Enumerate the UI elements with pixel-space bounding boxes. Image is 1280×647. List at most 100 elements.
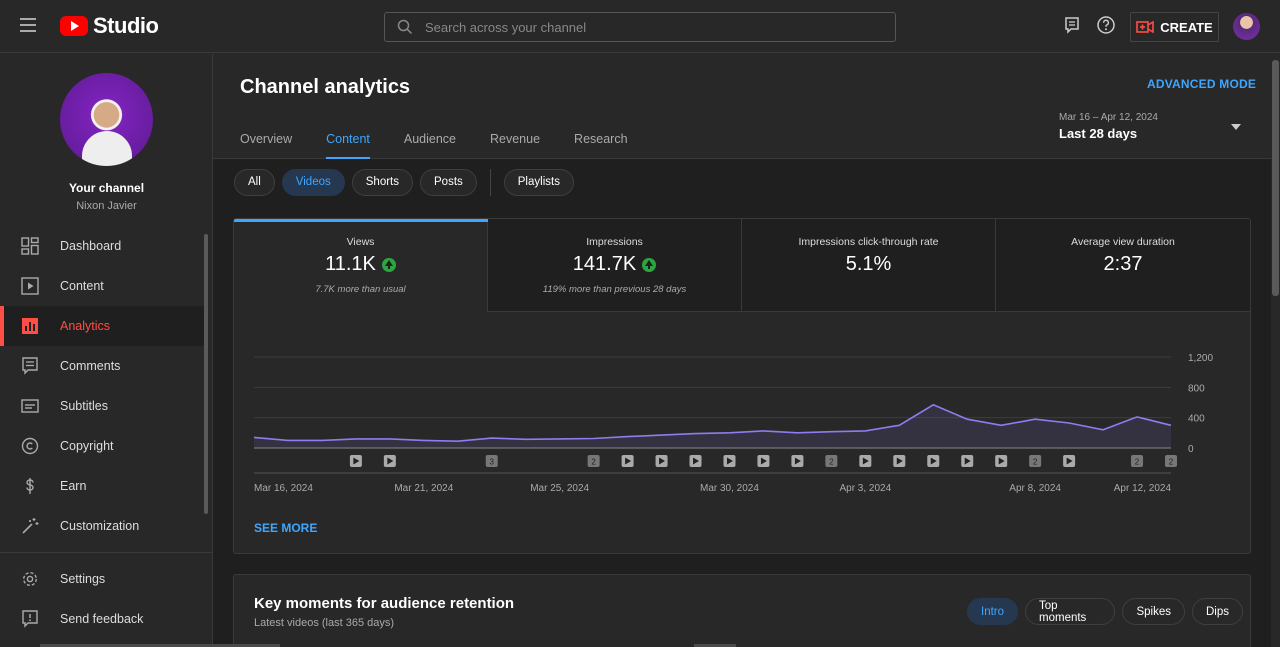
analytics-icon bbox=[22, 318, 38, 334]
arrow-up-icon bbox=[642, 257, 657, 272]
chip-shorts[interactable]: Shorts bbox=[351, 168, 413, 196]
chip-spikes[interactable]: Spikes bbox=[1122, 598, 1185, 625]
horizontal-scrollbar-thumb[interactable] bbox=[694, 644, 736, 647]
dashboard-icon bbox=[21, 237, 39, 255]
content-filter-chips: All Videos Shorts Posts Playlists bbox=[234, 168, 581, 196]
x-tick-label: Mar 16, 2024 bbox=[254, 483, 313, 494]
play-icon bbox=[862, 457, 869, 465]
play-icon bbox=[625, 457, 632, 465]
metric-value: 5.1% bbox=[845, 253, 892, 275]
chip-all[interactable]: All bbox=[234, 168, 275, 196]
channel-name: Nixon Javier bbox=[76, 200, 137, 212]
analytics-tabs: Overview Content Audience Revenue Resear… bbox=[240, 132, 662, 159]
youtube-play-icon bbox=[60, 16, 88, 36]
sidebar-item-copyright[interactable]: Copyright bbox=[0, 426, 204, 466]
chip-top-moments[interactable]: Top moments bbox=[1025, 598, 1116, 625]
sidebar-item-content[interactable]: Content bbox=[0, 266, 204, 306]
video-count-label: 2 bbox=[1033, 458, 1038, 467]
chip-posts[interactable]: Posts bbox=[420, 168, 477, 196]
retention-subtitle: Latest videos (last 365 days) bbox=[254, 617, 395, 629]
chip-playlists[interactable]: Playlists bbox=[503, 168, 574, 196]
series-area bbox=[254, 404, 1171, 448]
feedback-icon bbox=[22, 610, 38, 628]
sidebar-item-label: Content bbox=[60, 279, 104, 293]
video-count-label: 2 bbox=[829, 458, 834, 467]
chip-intro[interactable]: Intro bbox=[967, 598, 1019, 625]
tab-overview[interactable]: Overview bbox=[240, 132, 293, 146]
sidebar-item-label: Settings bbox=[60, 572, 106, 586]
retention-panel: Key moments for audience retention Lates… bbox=[233, 574, 1251, 647]
video-count-marker bbox=[1131, 455, 1144, 467]
metric-card-avg-view-duration[interactable]: Average view duration 2:37 bbox=[996, 219, 1250, 312]
video-count-marker bbox=[587, 455, 600, 467]
advanced-mode-link[interactable]: ADVANCED MODE bbox=[1147, 77, 1257, 91]
x-tick-label: Apr 8, 2024 bbox=[1009, 483, 1061, 494]
create-video-icon bbox=[1136, 20, 1155, 34]
play-icon bbox=[726, 457, 733, 465]
metric-card-views[interactable]: Views 11.1K 7.7K more than usual bbox=[234, 219, 488, 312]
video-count-marker bbox=[825, 455, 838, 467]
metric-value-row: 11.1K bbox=[234, 253, 487, 276]
scrollbar-thumb[interactable] bbox=[1272, 60, 1279, 296]
metric-card-ctr[interactable]: Impressions click-through rate 5.1% bbox=[742, 219, 996, 312]
channel-title: Your channel bbox=[68, 181, 145, 195]
x-tick-label: Mar 25, 2024 bbox=[530, 483, 589, 494]
messages-icon[interactable] bbox=[1062, 15, 1084, 37]
tab-research[interactable]: Research bbox=[574, 132, 628, 146]
play-icon bbox=[896, 457, 903, 465]
play-icon bbox=[387, 457, 394, 465]
date-range-picker[interactable]: Mar 16 – Apr 12, 2024 Last 28 days bbox=[1059, 112, 1249, 148]
video-count-label: 2 bbox=[1135, 458, 1140, 467]
tab-revenue[interactable]: Revenue bbox=[490, 132, 541, 146]
metric-label: Average view duration bbox=[1071, 236, 1175, 248]
earn-icon bbox=[26, 478, 34, 494]
create-button[interactable]: CREATE bbox=[1130, 12, 1219, 42]
sidebar-item-subtitles[interactable]: Subtitles bbox=[0, 386, 204, 426]
chip-videos[interactable]: Videos bbox=[281, 168, 345, 196]
gear-icon bbox=[22, 571, 38, 587]
x-tick-label: Apr 12, 2024 bbox=[1114, 483, 1172, 494]
content-icon bbox=[21, 277, 39, 295]
chip-dips[interactable]: Dips bbox=[1191, 598, 1243, 625]
sidebar-item-dashboard[interactable]: Dashboard bbox=[0, 226, 204, 266]
channel-avatar[interactable] bbox=[60, 73, 153, 166]
sidebar-item-comments[interactable]: Comments bbox=[0, 346, 204, 386]
metric-value: 141.7K bbox=[572, 253, 637, 275]
comments-icon bbox=[22, 357, 38, 375]
account-avatar[interactable] bbox=[1233, 13, 1260, 40]
horizontal-scrollbar[interactable] bbox=[40, 644, 280, 647]
sidebar-item-earn[interactable]: Earn bbox=[0, 466, 204, 506]
sidebar-item-customization[interactable]: Customization bbox=[0, 506, 204, 546]
see-more-link[interactable]: SEE MORE bbox=[254, 521, 318, 535]
date-range-label: Last 28 days bbox=[1059, 126, 1138, 141]
sidebar-item-analytics[interactable]: Analytics bbox=[0, 306, 204, 346]
video-count-label: 2 bbox=[591, 458, 596, 467]
sidebar-item-label: Copyright bbox=[60, 439, 114, 453]
metric-label: Views bbox=[346, 236, 375, 248]
sidebar-item-settings[interactable]: Settings bbox=[0, 559, 204, 599]
sidebar-scrollbar[interactable] bbox=[204, 234, 208, 514]
y-tick-label: 400 bbox=[1188, 414, 1205, 425]
chip-separator bbox=[489, 168, 491, 196]
x-tick-label: Mar 30, 2024 bbox=[700, 483, 759, 494]
sidebar-item-send-feedback[interactable]: Send feedback bbox=[0, 599, 204, 639]
tab-content[interactable]: Content bbox=[326, 132, 370, 159]
tab-audience[interactable]: Audience bbox=[403, 132, 456, 146]
metric-card-impressions[interactable]: Impressions 141.7K 119% more than previo… bbox=[488, 219, 742, 312]
help-icon[interactable] bbox=[1096, 15, 1118, 37]
studio-logo[interactable]: Studio bbox=[60, 13, 159, 38]
metrics-panel: Views 11.1K 7.7K more than usual Impress… bbox=[233, 218, 1251, 554]
arrow-up-icon bbox=[381, 257, 396, 272]
search-input[interactable] bbox=[425, 19, 895, 35]
sidebar: Your channel Nixon Javier Dashboard Cont… bbox=[0, 54, 213, 647]
customization-icon bbox=[22, 518, 39, 534]
sidebar-divider bbox=[0, 552, 213, 553]
subtitles-icon bbox=[21, 399, 39, 413]
sidebar-item-label: Send feedback bbox=[60, 612, 144, 626]
play-icon bbox=[760, 457, 767, 465]
main-scrollbar[interactable] bbox=[1271, 54, 1280, 647]
search-bar[interactable] bbox=[384, 12, 896, 42]
search-icon bbox=[385, 13, 425, 41]
menu-icon[interactable] bbox=[18, 14, 42, 38]
chevron-down-icon bbox=[1231, 124, 1241, 130]
